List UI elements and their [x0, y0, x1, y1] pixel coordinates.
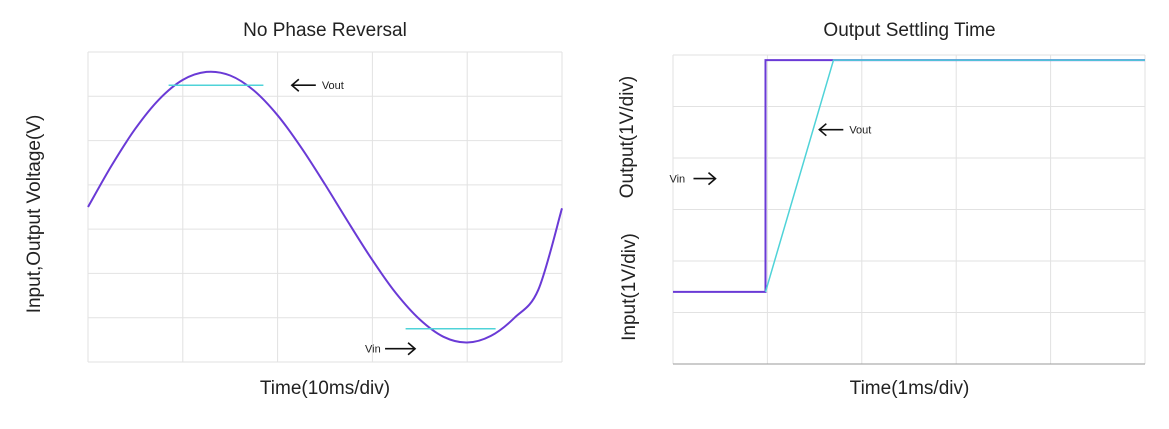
annotation-label: Vin: [669, 174, 685, 186]
chart-title: Output Settling Time: [823, 20, 996, 41]
annotation-label: Vout: [322, 80, 344, 92]
annotation-arrowhead: [818, 123, 827, 137]
chart-no-phase-reversal: No Phase Reversal Input,Output Voltage(V…: [24, 20, 563, 399]
annotation-label: Vin: [365, 344, 381, 356]
annotation-vin: Vin: [365, 342, 417, 356]
series-line-input: [87, 70, 563, 344]
annotation-label: Vout: [849, 125, 871, 137]
plot-area: Vout Vin: [669, 54, 1146, 365]
x-axis-label: Time(1ms/div): [849, 378, 970, 399]
annotation-vout: Vout: [290, 78, 344, 92]
annotation-vout: Vout: [818, 123, 871, 137]
annotation-arrowhead: [290, 78, 300, 92]
plot-area: Vout Vin: [87, 51, 563, 363]
x-axis-label: Time(10ms/div): [259, 378, 391, 399]
chart-title: No Phase Reversal: [243, 20, 407, 41]
chart-output-settling-time: Output Settling Time Output(1V/div) Inpu…: [590, 0, 1169, 429]
annotation-arrowhead: [407, 342, 417, 356]
annotation-vin: Vin: [669, 171, 717, 186]
annotation-arrowhead: [707, 171, 717, 186]
series-line-input: [673, 59, 1145, 293]
series-line-output: [764, 59, 1145, 293]
